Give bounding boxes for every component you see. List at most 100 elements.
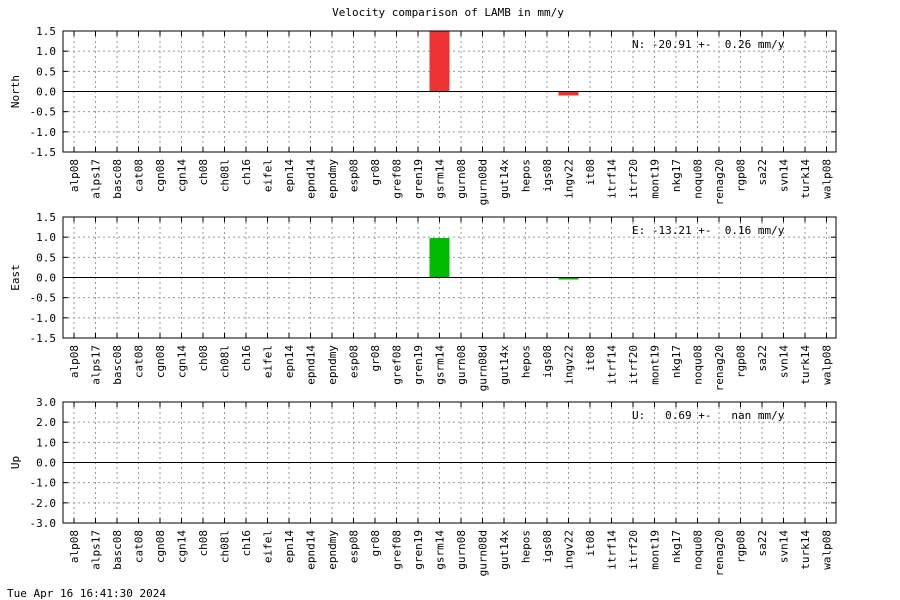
- x-tick-label: itrf14: [606, 345, 619, 385]
- y-axis-label: North: [9, 75, 22, 108]
- x-tick-label: gsrm14: [434, 345, 447, 385]
- y-tick-label: -1.0: [30, 477, 57, 490]
- x-tick-label: epnd14: [305, 345, 318, 385]
- x-tick-label: walp08: [821, 345, 834, 385]
- y-tick-label: -1.5: [30, 146, 57, 159]
- x-tick-label: epndmy: [326, 345, 339, 385]
- x-tick-label: svn14: [778, 530, 791, 563]
- x-tick-label: gref08: [391, 530, 404, 570]
- x-tick-label: gut14x: [498, 530, 511, 570]
- x-tick-label: eifel: [262, 345, 275, 378]
- x-tick-label: cat08: [133, 345, 146, 378]
- x-tick-label: ch08: [197, 345, 210, 372]
- x-tick-label: cat08: [133, 530, 146, 563]
- x-tick-label: hepos: [520, 345, 533, 378]
- x-tick-label: gren19: [412, 530, 425, 570]
- x-tick-label: ch16: [240, 159, 253, 186]
- velocity-annotation: N: -20.91 +- 0.26 mm/y: [632, 38, 785, 51]
- x-tick-label: gsrm14: [434, 159, 447, 199]
- x-tick-label: epndmy: [326, 159, 339, 199]
- x-tick-label: nkg17: [670, 159, 683, 192]
- plot-frame: [62, 30, 837, 153]
- x-tick-label: ingv22: [563, 345, 576, 385]
- y-tick-label: 1.5: [36, 25, 56, 38]
- x-tick-label: epn14: [283, 159, 296, 192]
- x-tick-label: esp08: [348, 345, 361, 378]
- x-tick-label: esp08: [348, 159, 361, 192]
- velocity-annotation: E: -13.21 +- 0.16 mm/y: [632, 224, 785, 237]
- y-tick-label: -0.5: [30, 106, 57, 119]
- x-tick-label: alps17: [90, 530, 103, 570]
- x-tick-label: ingv22: [563, 159, 576, 199]
- y-tick-label: -1.0: [30, 126, 57, 139]
- x-tick-label: alp08: [68, 530, 81, 563]
- x-tick-label: alp08: [68, 159, 81, 192]
- x-tick-label: it08: [584, 345, 597, 372]
- x-tick-label: turk14: [799, 345, 812, 385]
- x-tick-label: turk14: [799, 159, 812, 199]
- x-tick-label: ch16: [240, 530, 253, 557]
- x-tick-label: basc08: [111, 530, 124, 570]
- x-tick-label: hepos: [520, 530, 533, 563]
- x-tick-label: it08: [584, 530, 597, 557]
- bar-gsrm14: [429, 237, 450, 278]
- x-tick-label: sa22: [756, 159, 769, 186]
- timestamp-footer: Tue Apr 16 16:41:30 2024: [7, 587, 166, 600]
- x-tick-label: esp08: [348, 530, 361, 563]
- x-tick-label: gurn08: [455, 345, 468, 385]
- y-tick-label: -2.0: [30, 497, 57, 510]
- y-tick-label: -3.0: [30, 517, 57, 530]
- x-tick-label: hepos: [520, 159, 533, 192]
- bar-ingv22: [558, 91, 579, 96]
- y-tick-label: 0.0: [36, 272, 56, 285]
- x-tick-label: gref08: [391, 345, 404, 385]
- x-tick-label: cgn14: [176, 159, 189, 192]
- y-tick-label: 3.0: [36, 396, 56, 409]
- x-tick-label: epnd14: [305, 530, 318, 570]
- x-tick-label: gurn08d: [477, 159, 490, 205]
- x-tick-label: epndmy: [326, 530, 339, 570]
- x-tick-label: eifel: [262, 530, 275, 563]
- y-tick-label: -1.0: [30, 312, 57, 325]
- x-tick-label: noqu08: [692, 530, 705, 570]
- bar-ingv22: [558, 277, 579, 280]
- x-tick-label: rgp08: [735, 345, 748, 378]
- x-tick-label: epn14: [283, 530, 296, 563]
- x-tick-label: ch08l: [219, 530, 232, 563]
- x-tick-label: igs08: [541, 530, 554, 563]
- x-tick-label: renag20: [713, 159, 726, 205]
- x-tick-label: nkg17: [670, 530, 683, 563]
- x-tick-label: svn14: [778, 345, 791, 378]
- x-tick-label: ch16: [240, 345, 253, 372]
- velocity-annotation: U: 0.69 +- nan mm/y: [632, 409, 785, 422]
- x-tick-label: sa22: [756, 345, 769, 372]
- x-tick-label: it08: [584, 159, 597, 186]
- x-tick-label: ch08: [197, 530, 210, 557]
- x-tick-label: igs08: [541, 159, 554, 192]
- x-tick-label: renag20: [713, 345, 726, 391]
- x-tick-label: sa22: [756, 530, 769, 557]
- x-tick-label: ch08: [197, 159, 210, 186]
- x-tick-label: gut14x: [498, 159, 511, 199]
- y-tick-label: 0.0: [36, 457, 56, 470]
- y-tick-label: 1.0: [36, 45, 56, 58]
- y-tick-label: 0.5: [36, 65, 56, 78]
- panel-east: 1.5 1.0 0.5 0.0 -0.5 -1.0 -1.5 alp08 alps17 basc0…: [9, 211, 837, 391]
- x-tick-label: gr08: [369, 530, 382, 557]
- x-tick-label: ch08l: [219, 345, 232, 378]
- x-tick-label: itrf14: [606, 159, 619, 199]
- x-tick-label: noqu08: [692, 159, 705, 199]
- x-tick-label: basc08: [111, 159, 124, 199]
- y-tick-label: 0.0: [36, 86, 56, 99]
- x-tick-label: alp08: [68, 345, 81, 378]
- x-tick-label: noqu08: [692, 345, 705, 385]
- x-tick-label: mont19: [649, 345, 662, 385]
- x-tick-label: gref08: [391, 159, 404, 199]
- x-tick-label: gren19: [412, 345, 425, 385]
- x-tick-label: mont19: [649, 530, 662, 570]
- x-tick-label: gut14x: [498, 345, 511, 385]
- x-tick-label: rgp08: [735, 530, 748, 563]
- y-tick-label: 0.5: [36, 251, 56, 264]
- x-tick-label: eifel: [262, 159, 275, 192]
